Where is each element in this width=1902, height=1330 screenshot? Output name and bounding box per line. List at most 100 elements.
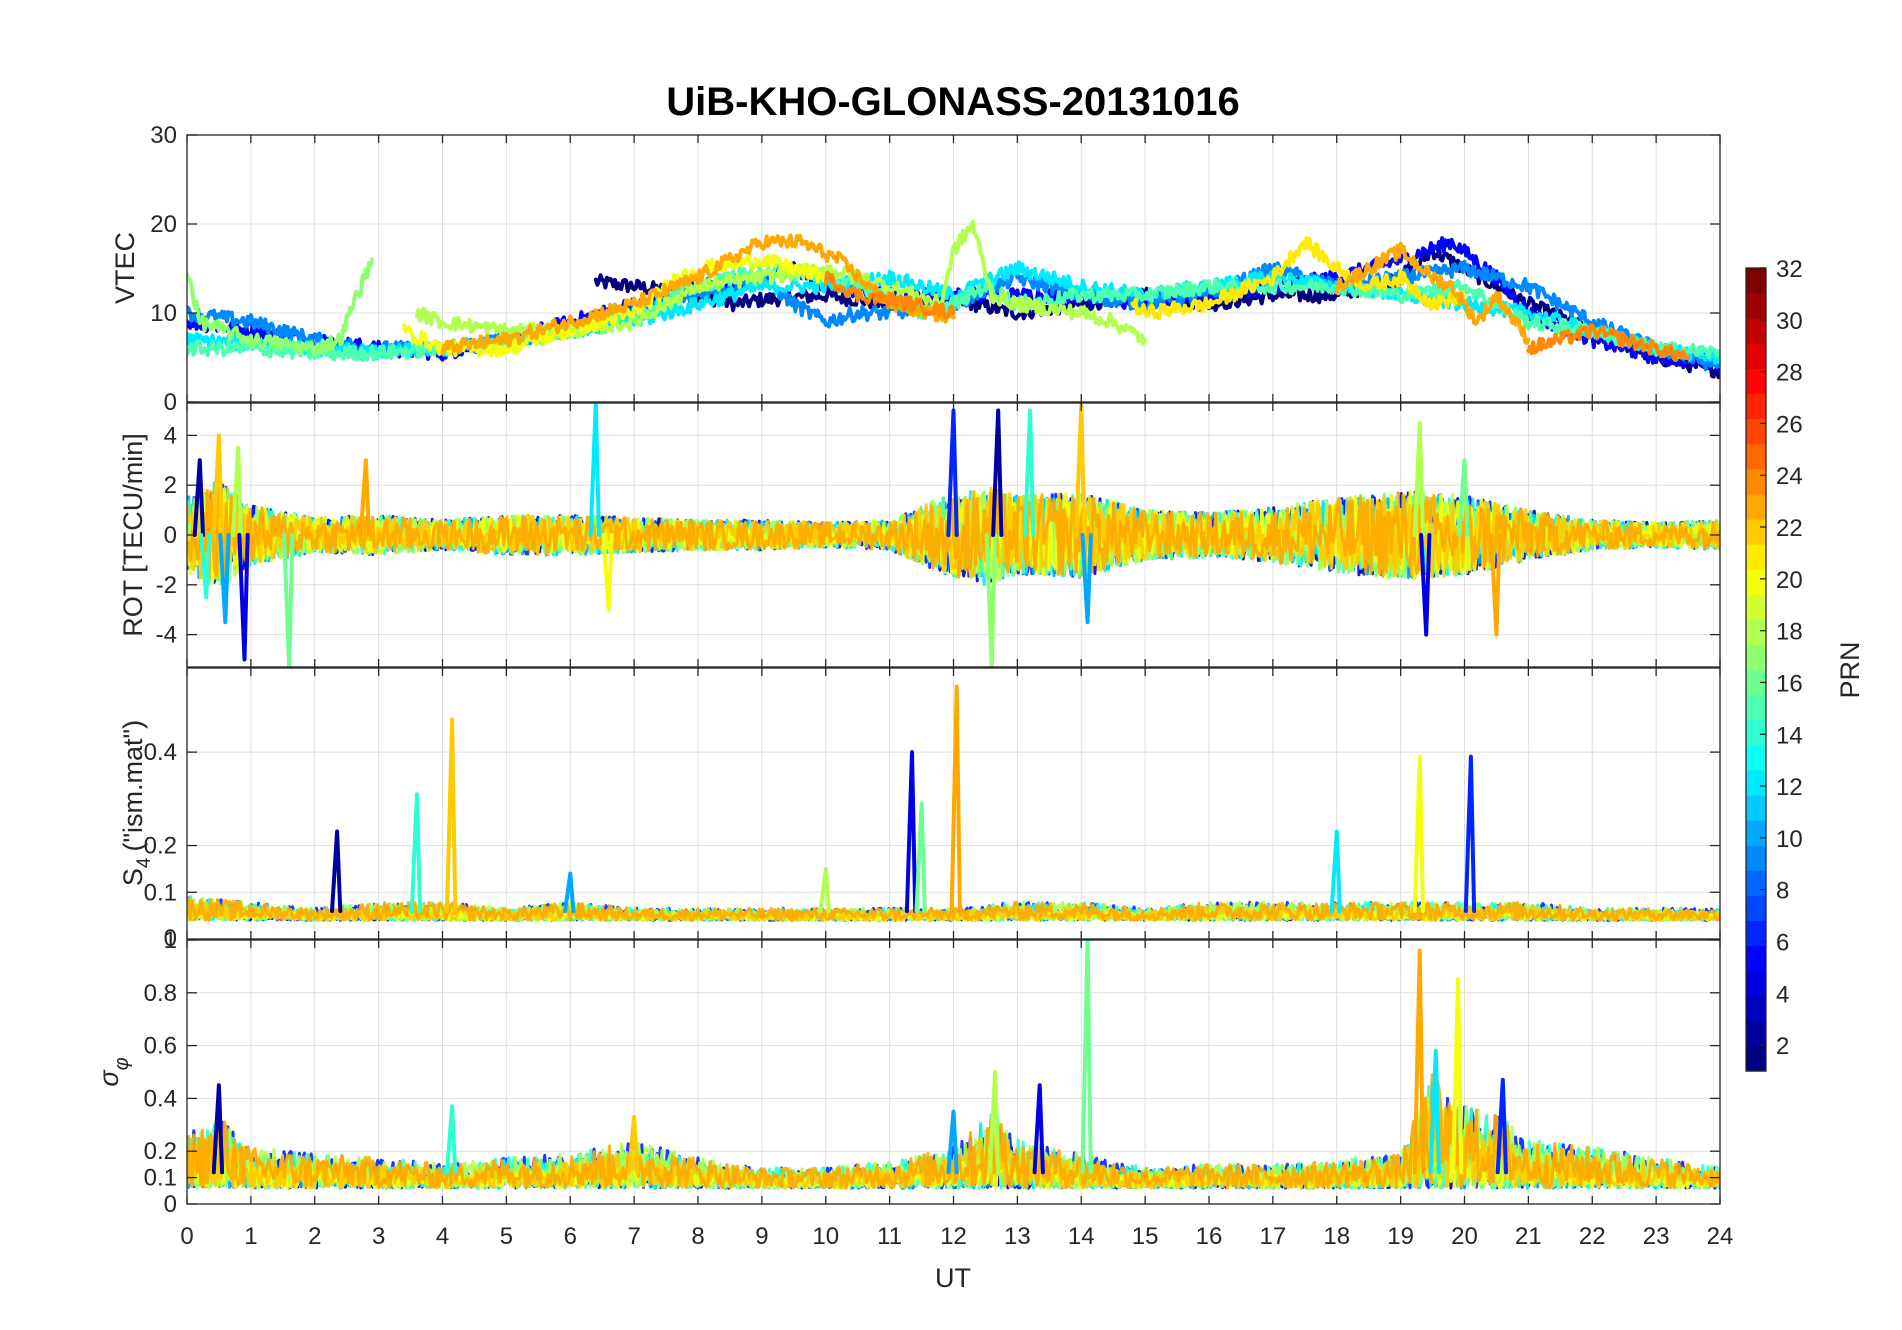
spike-mark <box>218 533 231 625</box>
x-tick-label: 3 <box>372 1223 385 1250</box>
colorbar-step <box>1746 594 1766 620</box>
colorbar-step <box>1746 1045 1766 1072</box>
panel-traces <box>187 940 1720 1190</box>
x-tick-label: 15 <box>1132 1223 1159 1250</box>
spike-mark <box>1489 533 1502 637</box>
x-tick-label: 13 <box>1004 1223 1031 1250</box>
x-tick-label: 19 <box>1387 1223 1414 1250</box>
y-tick-label: 20 <box>150 211 177 238</box>
series-line-prn-24 <box>1526 323 1691 362</box>
spike-mark <box>1080 940 1093 1175</box>
y-tick-label: 0 <box>164 925 177 952</box>
x-tick-label: 20 <box>1451 1223 1478 1250</box>
colorbar-step <box>1746 694 1766 721</box>
vtec-axis-label: VTEC <box>110 232 140 304</box>
series-line-prn-23 <box>440 233 956 356</box>
x-tick-label: 10 <box>812 1223 839 1250</box>
x-tick-label: 8 <box>691 1223 704 1250</box>
x-tick-label: 6 <box>564 1223 577 1250</box>
y-tick-label: 30 <box>150 122 177 149</box>
spike-mark <box>1080 533 1093 625</box>
colorbar-tick-label: 26 <box>1776 411 1803 438</box>
x-tick-label: 16 <box>1196 1223 1223 1250</box>
colorbar-step <box>1746 920 1766 947</box>
x-tick-label: 1 <box>244 1223 257 1250</box>
spike-mark <box>282 533 295 667</box>
spike-mark <box>199 533 212 600</box>
spike-mark <box>1419 533 1432 637</box>
spike-mark <box>1412 420 1425 537</box>
colorbar-step <box>1746 820 1766 846</box>
spike-mark <box>445 1104 458 1175</box>
panel-1: 10 20 30 <box>150 122 1721 403</box>
colorbar-step <box>1746 368 1766 395</box>
spike-mark <box>914 801 927 913</box>
colorbar-tick-label: 30 <box>1776 308 1803 335</box>
colorbar-step <box>1746 468 1766 495</box>
series-line-prn-21 <box>1130 236 1467 321</box>
series-line-prn-23 <box>187 483 1720 586</box>
spike-mark <box>211 1083 225 1175</box>
colorbar-tick-label: 18 <box>1776 619 1803 646</box>
x-tick-label: 24 <box>1707 1223 1734 1250</box>
spike-mark <box>1428 1048 1441 1175</box>
colorbar-step <box>1746 393 1766 420</box>
x-tick-label: 11 <box>877 1223 902 1250</box>
colorbar-step <box>1746 518 1766 545</box>
spike-mark <box>987 1070 1001 1175</box>
spike-mark <box>946 1109 959 1175</box>
colorbar-step <box>1746 418 1766 445</box>
colorbar-step <box>1746 644 1766 671</box>
y-tick-label: 0.6 <box>144 1033 177 1060</box>
colorbar-step <box>1746 870 1766 896</box>
spike-mark <box>1023 408 1036 537</box>
spike-mark <box>1495 1077 1508 1175</box>
svg-text:σφ: σφ <box>94 1057 133 1086</box>
colorbar-tick-label: 6 <box>1776 929 1789 956</box>
spike-mark <box>588 403 601 537</box>
spike-mark <box>237 533 250 662</box>
spike-mark <box>358 458 371 537</box>
colorbar-tick-label: 2 <box>1776 1033 1789 1060</box>
colorbar-step <box>1746 619 1766 645</box>
colorbar-step <box>1746 945 1766 972</box>
y-tick-label: 0.2 <box>144 1138 177 1165</box>
colorbar-step <box>1746 544 1766 570</box>
colorbar-step <box>1746 493 1766 520</box>
y-tick-label: 0.8 <box>144 980 177 1007</box>
colorbar-step <box>1746 995 1766 1022</box>
x-tick-label: 7 <box>627 1223 640 1250</box>
spike-mark <box>330 829 343 913</box>
panel-traces <box>187 219 1720 380</box>
series-line-prn-24 <box>823 270 956 320</box>
colorbar-tick-label: 22 <box>1776 515 1803 542</box>
rot-axis-label: ROT [TECU/min] <box>118 433 148 637</box>
y-tick-label: 2 <box>164 472 177 499</box>
spike-mark <box>1457 458 1470 537</box>
spike-mark <box>601 533 614 612</box>
y-tick-label: 0 <box>164 389 177 416</box>
x-tick-label: 18 <box>1323 1223 1350 1250</box>
colorbar-step <box>1746 318 1766 344</box>
x-tick-label: 5 <box>500 1223 513 1250</box>
panel-3: 0.1 0.2 0.4 <box>144 667 1721 940</box>
colorbar-step <box>1746 293 1766 319</box>
colorbar-tick-label: 20 <box>1776 567 1803 594</box>
series-line-prn-23 <box>1334 241 1531 345</box>
colorbar-step <box>1746 268 1766 294</box>
y-tick-label: 0.1 <box>144 1165 177 1192</box>
colorbar-tick-label: 14 <box>1776 722 1803 749</box>
colorbar-step <box>1746 769 1766 796</box>
y-tick-label: 4 <box>164 422 177 449</box>
colorbar-step <box>1746 719 1766 746</box>
colorbar-tick-label: 12 <box>1776 774 1803 801</box>
y-tick-label: 0.2 <box>144 833 177 860</box>
panel-traces <box>187 684 1720 922</box>
chart-title: UiB-KHO-GLONASS-20131016 <box>666 80 1240 124</box>
spike-mark <box>627 1114 640 1175</box>
colorbar-tick-label: 16 <box>1776 670 1803 697</box>
spike-mark <box>231 445 244 537</box>
spike-mark <box>904 750 918 913</box>
spike-mark <box>563 871 576 913</box>
